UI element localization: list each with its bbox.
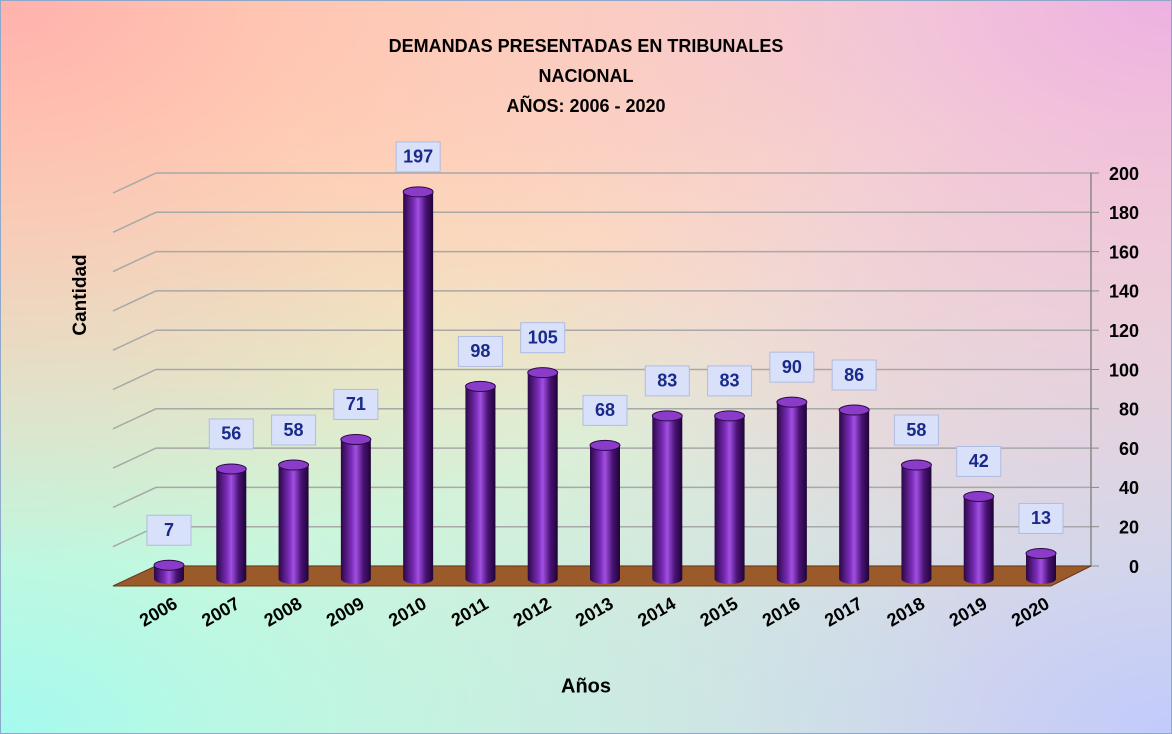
value-label: 7: [164, 520, 174, 540]
value-label-box: [831, 359, 877, 391]
grid-line: [112, 172, 1091, 194]
value-label: 86: [844, 365, 864, 385]
value-label-box: [333, 388, 379, 420]
y-tick-label: 200: [1109, 164, 1139, 184]
bar-cap: [900, 459, 932, 471]
value-label-box: [457, 335, 503, 367]
y-tick-label: 100: [1109, 360, 1139, 380]
bar-cap: [402, 186, 434, 198]
grid-line: [112, 290, 1091, 312]
x-tick-label: 2009: [323, 593, 368, 630]
y-tick-label: 60: [1119, 439, 1139, 459]
x-tick-label: 2016: [759, 593, 804, 630]
grid-line: [112, 368, 1091, 391]
value-label-box: [893, 414, 939, 446]
bar-cap: [153, 559, 185, 571]
chart-title: AÑOS: 2006 - 2020: [506, 95, 665, 116]
bar: [776, 402, 807, 584]
y-axis-label: Cantidad: [70, 254, 91, 335]
x-tick-label: 2006: [136, 593, 181, 630]
value-label: 105: [528, 327, 558, 347]
y-tick-label: 20: [1119, 517, 1139, 537]
bar-cap: [1025, 547, 1057, 559]
bar: [278, 465, 309, 584]
bar-cap: [714, 410, 746, 422]
y-tick-label: 160: [1109, 242, 1139, 262]
bar-cap: [589, 439, 621, 451]
x-axis-label: Años: [561, 675, 611, 697]
value-label: 90: [782, 357, 802, 377]
bar: [1026, 553, 1056, 584]
bar: [714, 415, 745, 584]
bar: [403, 191, 434, 584]
y-tick-label: 120: [1109, 321, 1139, 341]
x-tick-label: 2019: [946, 593, 991, 630]
x-tick-label: 2008: [261, 593, 306, 630]
x-tick-label: 2020: [1008, 593, 1053, 630]
bar-cap: [527, 367, 559, 379]
y-tick-label: 80: [1119, 400, 1139, 420]
grid-line: [112, 329, 1091, 351]
x-tick-label: 2017: [821, 593, 866, 630]
value-label-box: [395, 141, 441, 173]
bar-cap: [776, 396, 808, 408]
y-tick-label: 140: [1109, 282, 1139, 302]
value-label-box: [644, 365, 690, 397]
bar: [465, 386, 496, 584]
value-label-box: [956, 445, 1002, 477]
value-label: 83: [657, 371, 677, 391]
bar: [839, 410, 870, 584]
value-label-box: [1018, 502, 1064, 534]
value-label: 71: [346, 394, 366, 414]
bar-cap: [215, 463, 247, 475]
value-label: 58: [284, 420, 304, 440]
value-label: 13: [1031, 508, 1051, 528]
bar: [527, 372, 558, 584]
chart-title: DEMANDAS PRESENTADAS EN TRIBUNALES: [389, 36, 784, 56]
x-tick-label: 2011: [448, 593, 492, 630]
bar: [216, 468, 247, 584]
value-label: 58: [906, 420, 926, 440]
value-label-box: [520, 322, 566, 354]
x-tick-label: 2014: [634, 593, 679, 630]
value-label: 98: [470, 341, 490, 361]
x-tick-label: 2015: [697, 593, 742, 630]
value-label-box: [146, 514, 192, 546]
bar: [340, 439, 371, 584]
x-tick-label: 2010: [385, 593, 430, 630]
bar-cap: [464, 380, 496, 392]
bar-cap: [651, 410, 683, 422]
bar-cap: [838, 404, 870, 416]
x-tick-label: 2012: [510, 593, 555, 630]
value-label: 83: [720, 371, 740, 391]
chart-title: NACIONAL: [539, 66, 634, 86]
value-label-box: [769, 351, 815, 383]
x-tick-label: 2018: [883, 593, 928, 630]
y-tick-label: 180: [1109, 203, 1139, 223]
bar-cap: [340, 433, 372, 445]
grid-line: [112, 211, 1091, 233]
y-tick-label: 0: [1129, 557, 1139, 577]
value-label: 197: [403, 147, 433, 167]
value-label-box: [707, 365, 753, 397]
value-label-box: [271, 414, 317, 446]
bar-cap: [278, 459, 310, 471]
x-tick-label: 2007: [198, 593, 243, 630]
value-label: 42: [969, 451, 989, 471]
grid-line: [112, 250, 1091, 273]
value-label-box: [582, 394, 628, 426]
bar: [590, 445, 620, 584]
bar-cap: [963, 490, 995, 502]
bar: [963, 496, 994, 584]
value-label: 56: [221, 424, 241, 444]
value-label-box: [208, 418, 254, 450]
bar: [901, 465, 932, 584]
bar: [652, 415, 683, 584]
x-tick-label: 2013: [572, 593, 617, 630]
value-label: 68: [595, 400, 615, 420]
y-tick-label: 40: [1119, 478, 1139, 498]
